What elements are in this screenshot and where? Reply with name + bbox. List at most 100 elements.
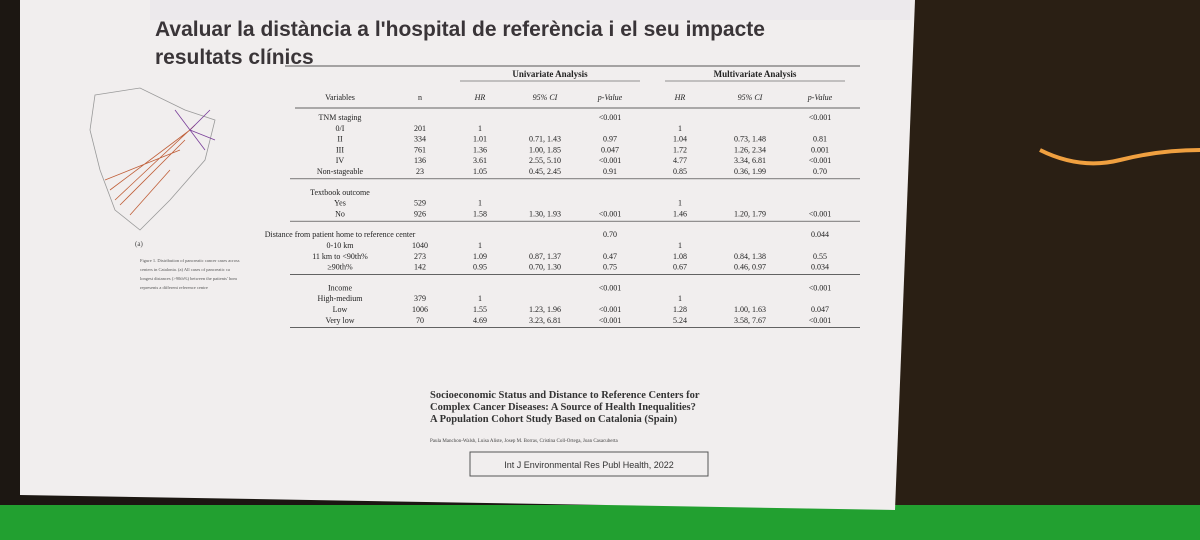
figure-caption: Figure 1. Distribution of pancreatic can… [140, 258, 240, 263]
table-cell: 0.85 [673, 167, 687, 176]
row-label: IV [336, 156, 345, 165]
table-cell: 1 [478, 199, 482, 208]
table-cell: 1.05 [473, 167, 487, 176]
map [89, 87, 216, 231]
row-label: No [335, 209, 345, 218]
table-cell: 1 [678, 199, 682, 208]
row-label: Very low [325, 316, 354, 325]
table-cell: 1.08 [673, 252, 687, 261]
table-cell: <0.001 [599, 156, 622, 165]
table-cell: 0.70 [813, 167, 827, 176]
table-cell: 1.09 [473, 252, 487, 261]
table-cell: 1 [678, 241, 682, 250]
table-cell: 0.047 [811, 305, 829, 314]
table-cell: 3.23, 6.81 [529, 316, 561, 325]
table-cell: 201 [414, 124, 426, 133]
table-cell: 1.00, 1.85 [529, 145, 561, 154]
table-cell: <0.001 [809, 113, 832, 122]
figure-caption: centers in Catalonia. (a) All cases of p… [140, 267, 230, 272]
row-label: Income [328, 283, 352, 292]
table-cell: 1 [478, 124, 482, 133]
citation: Int J Environmental Res Publ Health, 202… [504, 460, 674, 470]
table-cell: 0.034 [811, 263, 829, 272]
table-cell: 0.84, 1.38 [734, 252, 766, 261]
row-label: Low [333, 305, 348, 314]
table-cell: 23 [416, 167, 424, 176]
table-cell: 0.71, 1.43 [529, 135, 561, 144]
table-cell: 1.36 [473, 145, 487, 154]
table-cell: 1.30, 1.93 [529, 209, 561, 218]
table-cell: 0.46, 0.97 [734, 263, 766, 272]
table-cell: 0.47 [603, 252, 617, 261]
row-label: TNM staging [319, 113, 362, 122]
table-cell: 0.047 [601, 145, 619, 154]
slide-title: resultats clínics [155, 46, 314, 69]
table-cell: 1.23, 1.96 [529, 305, 561, 314]
table-cell: 1.01 [473, 135, 487, 144]
row-label: Non-stageable [317, 167, 364, 176]
column-header: 95% CI [738, 93, 763, 102]
table-cell: <0.001 [599, 316, 622, 325]
table-cell: 3.61 [473, 156, 487, 165]
table-cell: 1006 [412, 305, 428, 314]
table-cell: 4.77 [673, 156, 687, 165]
table-cell: <0.001 [599, 209, 622, 218]
table-cell: 3.58, 7.67 [734, 316, 766, 325]
group-header: Multivariate Analysis [714, 69, 797, 79]
table-cell: <0.001 [599, 283, 622, 292]
paper-title: Complex Cancer Diseases: A Source of Hea… [430, 402, 696, 413]
table-cell: 1040 [412, 241, 428, 250]
table-cell: <0.001 [599, 305, 622, 314]
group-header: Univariate Analysis [512, 69, 588, 79]
table-cell: 761 [414, 145, 426, 154]
column-header: 95% CI [533, 93, 558, 102]
row-label: High-medium [318, 294, 364, 303]
floor-strip [0, 505, 1200, 540]
column-header: p-Value [807, 93, 833, 102]
table-cell: 1 [678, 294, 682, 303]
paper-title: Socioeconomic Status and Distance to Ref… [430, 390, 700, 401]
table-cell: 2.55, 5.10 [529, 156, 561, 165]
figure-caption: represents a different reference centre [140, 285, 208, 290]
light-streak [1039, 148, 1200, 166]
table-cell: 1.20, 1.79 [734, 209, 766, 218]
table-cell: 0.81 [813, 135, 827, 144]
figure-label: (a) [135, 240, 143, 248]
table-cell: 1 [478, 241, 482, 250]
table-cell: 5.24 [673, 316, 687, 325]
table-cell: 1.46 [673, 209, 687, 218]
paper-title: A Population Cohort Study Based on Catal… [430, 414, 678, 425]
table-cell: 136 [414, 156, 426, 165]
table-cell: 1 [478, 294, 482, 303]
table-cell: 1 [678, 124, 682, 133]
table-cell: 1.72 [673, 145, 687, 154]
table-cell: 3.34, 6.81 [734, 156, 766, 165]
slide-title: Avaluar la distància a l'hospital de ref… [155, 18, 765, 41]
citation-box [469, 451, 709, 477]
column-header: HR [674, 93, 686, 102]
table-cell: 0.97 [603, 135, 617, 144]
table-cell: 0.95 [473, 263, 487, 272]
row-label: II [337, 135, 343, 144]
table-cell: 926 [414, 209, 426, 218]
row-label: Distance from patient home to reference … [265, 230, 416, 239]
table-cell: <0.001 [809, 156, 832, 165]
table-cell: 70 [416, 316, 424, 325]
table-cell: 0.001 [811, 145, 829, 154]
authors: Paula Manchon-Walsh, Luisa Aliste, Josep… [430, 439, 619, 444]
wall [895, 0, 1200, 520]
table-cell: 0.45, 2.45 [529, 167, 561, 176]
table-cell: 0.73, 1.48 [734, 135, 766, 144]
map-outline [89, 87, 216, 231]
map-links [104, 124, 196, 216]
table-cell: 529 [414, 199, 426, 208]
table-cell: <0.001 [599, 113, 622, 122]
table-cell: 334 [414, 135, 426, 144]
table-cell: <0.001 [809, 283, 832, 292]
row-label: 0/I [336, 124, 345, 133]
table-cell: 1.55 [473, 305, 487, 314]
column-header: n [418, 93, 422, 102]
table-cell: <0.001 [809, 209, 832, 218]
row-label: Yes [334, 199, 346, 208]
